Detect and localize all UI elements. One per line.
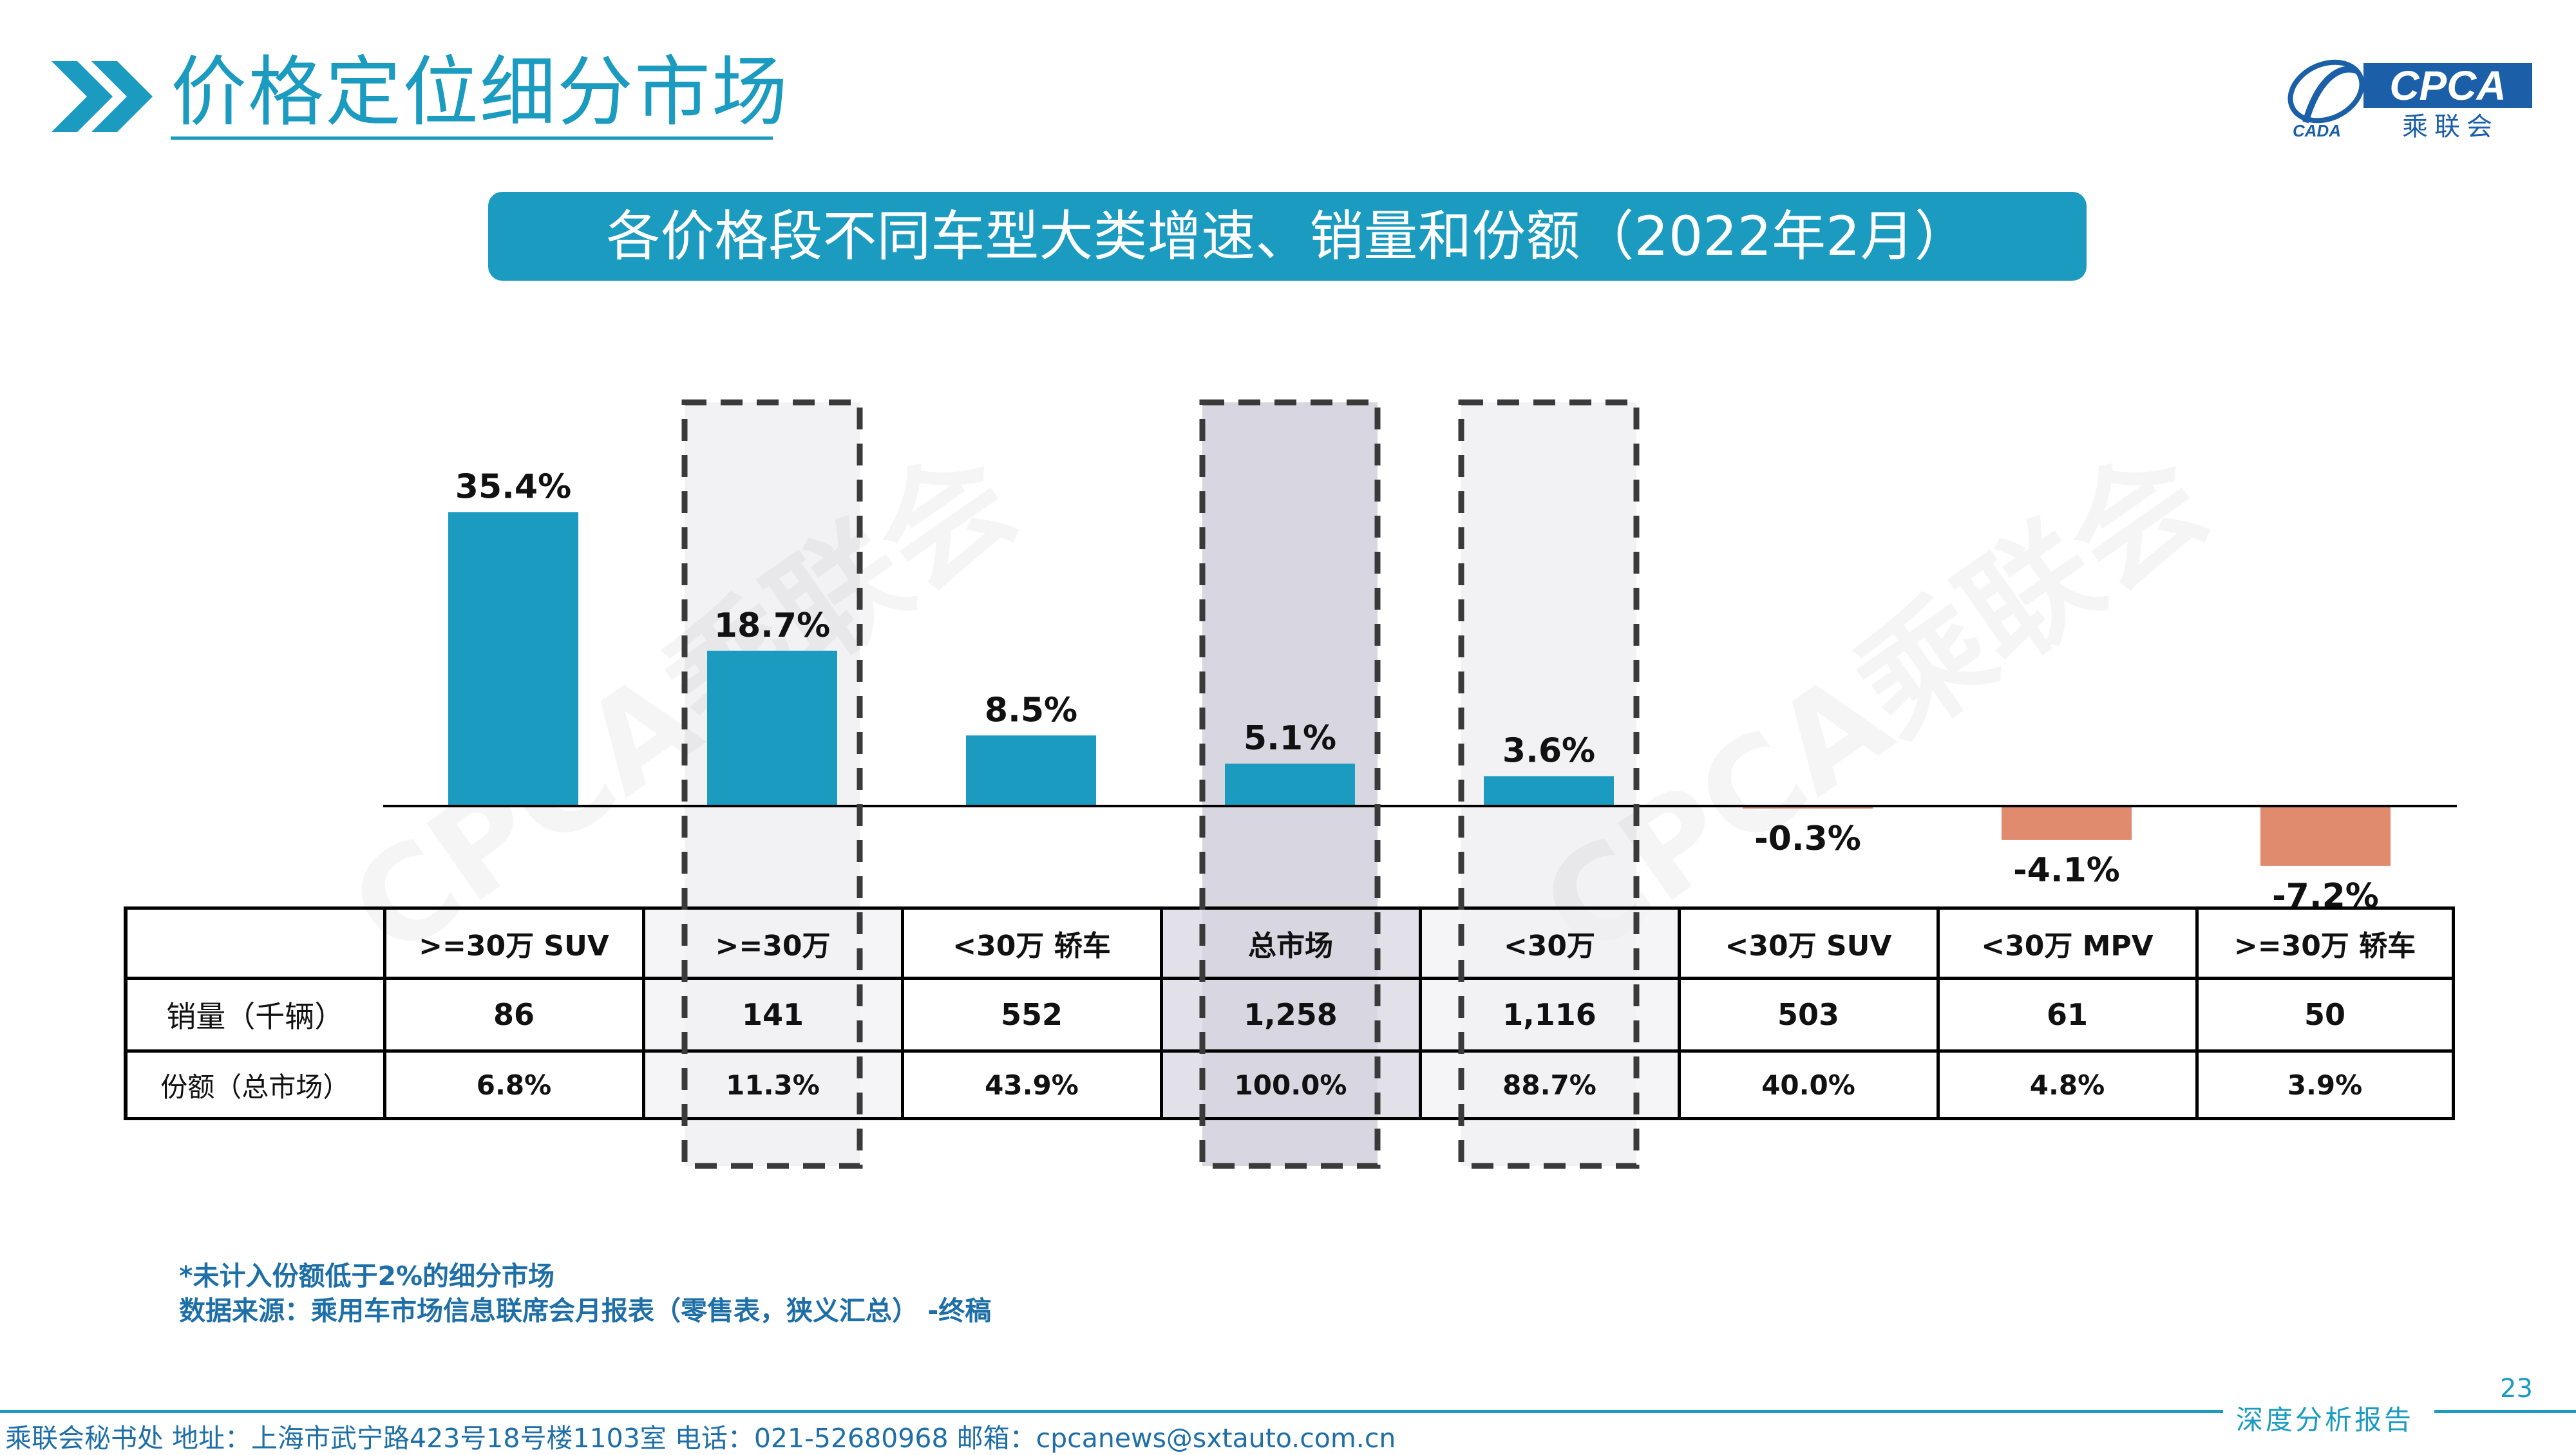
table-cell: 11.3% [641,1049,904,1120]
table-cell: 6.8% [383,1049,645,1120]
bar-value-label: 5.1% [1244,719,1336,758]
table-cell: 503 [1677,977,1940,1053]
title-underline [171,136,773,140]
bar [966,735,1096,806]
logo-brand-text: CPCA [2389,62,2506,109]
footer-divider [0,1410,2223,1413]
table-header-cell [124,906,386,980]
logo-cn-text: 乘联会 [2402,112,2499,142]
bar [2002,806,2132,840]
table-cell: 141 [641,977,904,1053]
table-cell: 86 [383,977,645,1053]
table-header-cell: 总市场 [1159,906,1422,980]
table-header-cell: >=30万 轿车 [2195,906,2455,980]
table-cell: 1,116 [1418,977,1681,1053]
footer-divider-right [2434,1410,2576,1413]
chart-banner-title: 各价格段不同车型大类增速、销量和份额（2022年2月） [488,192,2087,281]
footnote-excluded-segments: *未计入份额低于2%的细分市场 [179,1261,555,1291]
table-cell: 4.8% [1936,1049,2199,1120]
table-cell: 100.0% [1159,1049,1422,1120]
table-header-cell: <30万 [1418,906,1681,980]
table-header-row: >=30万 SUV >=30万 <30万 轿车 总市场 <30万 <30万 SU… [124,906,2455,980]
bar-value-label: -0.3% [1754,820,1861,858]
row-label-sales: 销量（千辆） [124,977,386,1053]
bar-value-label: -4.1% [2013,851,2120,890]
bar [2260,806,2391,866]
table-cell: 3.9% [2195,1049,2455,1120]
table-cell: 50 [2195,977,2455,1053]
bar [1484,776,1614,806]
table-header-cell: <30万 MPV [1936,906,2199,980]
bar-value-label: 35.4% [455,467,571,506]
table-cell: 1,258 [1159,977,1422,1053]
bar-value-label: 8.5% [985,691,1077,729]
page-title: 价格定位细分市场 [171,48,790,136]
table-row: 销量（千辆） 86 141 552 1,258 1,116 503 61 50 [124,977,2455,1053]
footnote-data-source: 数据来源：乘用车市场信息联席会月报表（零售表，狭义汇总） -终稿 [179,1295,992,1326]
table-cell: 61 [1936,977,2199,1053]
chevron-arrows-icon [52,61,153,132]
bar [1225,764,1355,806]
bar [448,512,578,806]
footer-report-label: 深度分析报告 [2236,1404,2414,1436]
table-row: 份额（总市场） 6.8% 11.3% 43.9% 100.0% 88.7% 40… [124,1049,2455,1120]
table-header-cell: <30万 SUV [1677,906,1940,980]
bar-value-label: 3.6% [1502,732,1595,771]
watermark-text: CPCA乘联会 [325,422,1041,986]
table-cell: 40.0% [1677,1049,1940,1120]
table-header-cell: >=30万 [641,906,904,980]
cpca-logo: CADA CPCA 乘联会 [2287,59,2532,142]
page-number: 23 [2500,1374,2533,1403]
table-cell: 88.7% [1418,1049,1681,1120]
bar-value-label: 18.7% [714,606,830,645]
row-label-share: 份额（总市场） [124,1049,386,1120]
data-table: >=30万 SUV >=30万 <30万 轿车 总市场 <30万 <30万 SU… [124,906,2455,1120]
footer-contact: 乘联会秘书处 地址：上海市武宁路423号18号楼1103室 电话：021-526… [5,1423,1396,1454]
table-header-cell: <30万 轿车 [900,906,1163,980]
table-header-cell: >=30万 SUV [383,906,645,980]
table-cell: 552 [900,977,1163,1053]
bar [707,650,837,806]
table-cell: 43.9% [900,1049,1163,1120]
logo-mark-text: CADA [2293,121,2341,140]
